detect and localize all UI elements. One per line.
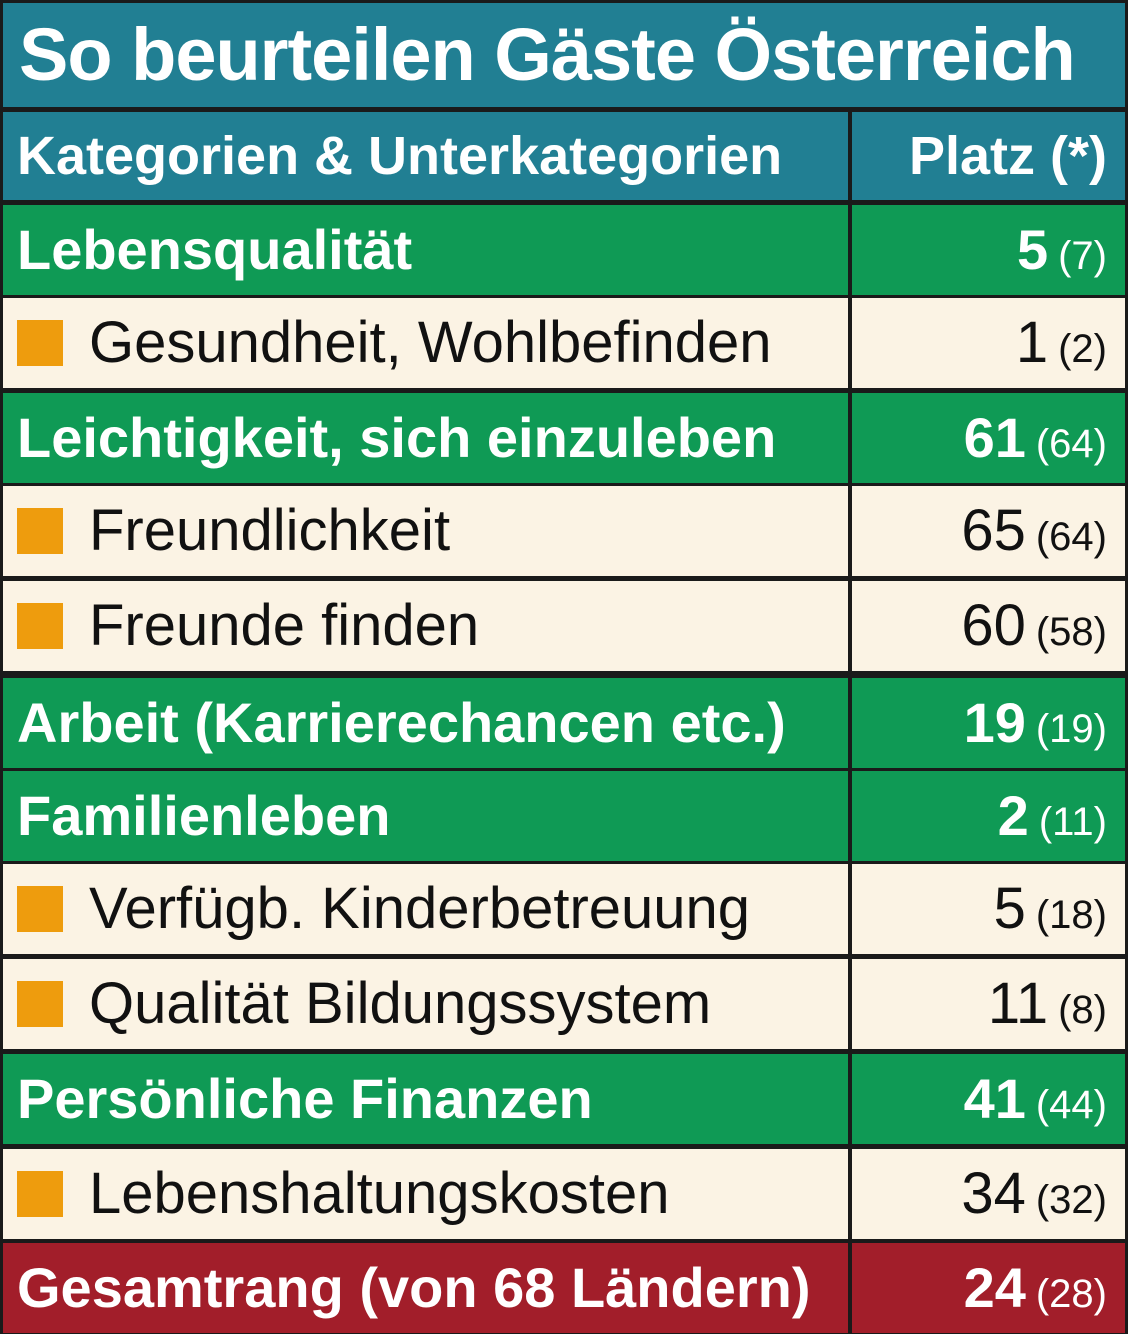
square-bullet-icon — [17, 319, 63, 366]
row-label: Verfügb. Kinderbetreuung — [89, 876, 751, 941]
row-label: Leichtigkeit, sich einzuleben — [17, 406, 777, 469]
rank-cell: 65 (64) — [852, 486, 1125, 576]
rank-cell: 41 (44) — [852, 1054, 1125, 1144]
row-label-cell: Gesundheit, Wohlbefinden — [3, 298, 848, 388]
rank-value: 61 — [963, 406, 1026, 469]
row-label-cell: Lebenshaltungskosten — [3, 1149, 848, 1239]
rank-value: 5 — [1016, 218, 1049, 281]
row-label: Persönliche Finanzen — [17, 1067, 593, 1130]
previous-rank: (8) — [1058, 988, 1107, 1032]
subcategory-row: Freundlichkeit 65 (64) — [3, 486, 1125, 576]
row-label-cell: Persönliche Finanzen — [3, 1054, 848, 1144]
previous-rank: (18) — [1035, 893, 1107, 937]
rank-cell: 19 (19) — [852, 678, 1125, 768]
rank-value: 60 — [961, 593, 1026, 658]
category-row: Persönliche Finanzen 41 (44) — [3, 1054, 1125, 1144]
rank-cell: 61 (64) — [852, 393, 1125, 483]
subcategory-row: Lebenshaltungskosten 34 (32) — [3, 1149, 1125, 1239]
rank-cell: 2 (11) — [852, 771, 1125, 861]
rank-value: 41 — [963, 1067, 1026, 1130]
row-label-cell: Verfügb. Kinderbetreuung — [3, 864, 848, 954]
row-label-cell: Familienleben — [3, 771, 848, 861]
rank-value: 24 — [963, 1256, 1026, 1319]
square-bullet-icon — [17, 885, 63, 932]
rank-cell: 34 (32) — [852, 1149, 1125, 1239]
row-label: Qualität Bildungssystem — [89, 971, 712, 1036]
row-label: Lebensqualität — [17, 218, 413, 281]
category-row: Lebensqualität 5 (7) — [3, 205, 1125, 295]
rank-cell: 5 (7) — [852, 205, 1125, 295]
square-bullet-icon — [17, 1170, 63, 1217]
rank-cell: 5 (18) — [852, 864, 1125, 954]
rank-value: 1 — [1015, 310, 1049, 375]
rank-value: 34 — [961, 1161, 1026, 1226]
header-category: Kategorien & Unterkategorien — [3, 112, 848, 200]
row-label: Freunde finden — [89, 593, 480, 658]
rank-value: 11 — [987, 971, 1049, 1036]
header-row: Kategorien & Unterkategorien Platz (*) — [3, 112, 1125, 200]
previous-rank: (32) — [1035, 1178, 1107, 1222]
previous-rank: (19) — [1035, 707, 1107, 751]
previous-rank: (64) — [1035, 515, 1107, 559]
square-bullet-icon — [17, 602, 63, 649]
table-title: So beurteilen Gäste Österreich — [3, 3, 1125, 107]
row-label-cell: Freunde finden — [3, 581, 848, 671]
rank-value: 5 — [993, 876, 1026, 941]
row-label: Lebenshaltungskosten — [89, 1161, 670, 1226]
previous-rank: (44) — [1035, 1083, 1107, 1127]
previous-rank: (64) — [1035, 422, 1107, 466]
row-label-cell: Freundlichkeit — [3, 486, 848, 576]
row-label: Gesamtrang (von 68 Ländern) — [17, 1256, 811, 1319]
category-row: Arbeit (Karrierechancen etc.) 19 (19) — [3, 678, 1125, 768]
previous-rank: (11) — [1038, 800, 1107, 844]
subcategory-row: Qualität Bildungssystem 11 (8) — [3, 959, 1125, 1049]
row-label: Familienleben — [17, 784, 391, 847]
subcategory-row: Verfügb. Kinderbetreuung 5 (18) — [3, 864, 1125, 954]
row-label: Freundlichkeit — [89, 498, 451, 563]
square-bullet-icon — [17, 980, 63, 1027]
previous-rank: (2) — [1058, 327, 1107, 371]
row-label-cell: Qualität Bildungssystem — [3, 959, 848, 1049]
previous-rank: (28) — [1035, 1272, 1107, 1316]
row-label-cell: Gesamtrang (von 68 Ländern) — [3, 1243, 848, 1333]
row-label: Gesundheit, Wohlbefinden — [89, 310, 772, 375]
subcategory-row: Freunde finden 60 (58) — [3, 581, 1125, 671]
row-label-cell: Arbeit (Karrierechancen etc.) — [3, 678, 848, 768]
square-bullet-icon — [17, 507, 63, 554]
subcategory-row: Gesundheit, Wohlbefinden 1 (2) — [3, 298, 1125, 388]
row-label: Arbeit (Karrierechancen etc.) — [17, 691, 786, 754]
rank-cell: 24 (28) — [852, 1243, 1125, 1333]
header-rank: Platz (*) — [852, 112, 1125, 200]
row-label-cell: Lebensqualität — [3, 205, 848, 295]
rank-cell: 11 (8) — [852, 959, 1125, 1049]
rank-cell: 60 (58) — [852, 581, 1125, 671]
rank-value: 2 — [997, 784, 1029, 847]
rank-value: 65 — [961, 498, 1026, 563]
rank-cell: 1 (2) — [852, 298, 1125, 388]
category-row: Familienleben 2 (11) — [3, 771, 1125, 861]
rank-value: 19 — [963, 691, 1026, 754]
previous-rank: (7) — [1058, 234, 1107, 278]
total-row: Gesamtrang (von 68 Ländern) 24 (28) — [3, 1243, 1125, 1333]
previous-rank: (58) — [1035, 610, 1107, 654]
category-row: Leichtigkeit, sich einzuleben 61 (64) — [3, 393, 1125, 483]
row-label-cell: Leichtigkeit, sich einzuleben — [3, 393, 848, 483]
